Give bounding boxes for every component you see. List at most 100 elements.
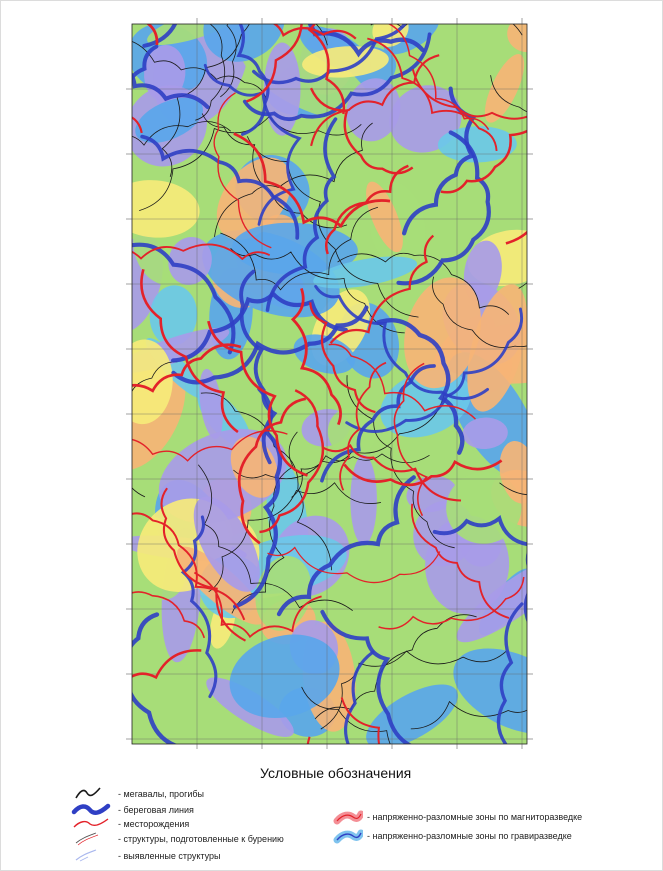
megaval-line <box>200 392 332 571</box>
legend-label: - структуры, подготовленные к бурению <box>118 834 284 844</box>
light-blue-line-icon <box>75 849 97 862</box>
deposit-line <box>343 459 503 487</box>
coastline-line <box>320 609 413 744</box>
zone-blob <box>404 277 481 389</box>
deposit-line <box>237 397 307 545</box>
coastline-line <box>132 44 159 82</box>
megaval-line <box>490 75 527 113</box>
coastline-line <box>170 290 348 363</box>
deposit-line <box>378 576 525 630</box>
legend-label: - выявленные структуры <box>118 851 221 861</box>
zone-blob <box>366 684 458 744</box>
deposit-line <box>132 243 271 261</box>
deposit-line <box>132 649 202 680</box>
deposit-line <box>309 302 376 414</box>
megaval-line <box>231 431 298 614</box>
zone-blob <box>232 222 358 276</box>
map-canvas <box>126 18 533 749</box>
legend-label: - береговая линия <box>118 805 194 815</box>
coastline-line <box>132 72 210 110</box>
megaval-line <box>337 252 510 315</box>
megaval-line <box>220 24 237 98</box>
deposit-line <box>329 234 435 344</box>
zone-blob <box>132 180 200 238</box>
deposit-line <box>259 389 325 534</box>
deposit-line <box>322 444 462 502</box>
zone-blob <box>350 454 377 545</box>
megaval-line <box>320 650 507 730</box>
megaval-line <box>208 482 382 593</box>
coastline-line <box>252 24 407 85</box>
deposit-line <box>310 54 440 147</box>
zone-blob <box>453 648 527 735</box>
coastline-line <box>345 307 524 433</box>
deposit-line <box>140 268 239 434</box>
megaval-line <box>314 614 477 720</box>
megaval-line <box>432 276 527 348</box>
coastline-line <box>376 318 465 455</box>
geological-map <box>104 14 554 749</box>
zone-blob <box>366 181 403 253</box>
legend-item-deposits: - месторождения <box>73 818 190 829</box>
coastline-line <box>396 130 491 286</box>
zone-blob <box>467 284 527 412</box>
color-zones <box>132 24 527 744</box>
red-hatched-band-icon <box>333 810 363 825</box>
black-wave-line-icon <box>75 787 101 799</box>
legend-item-magnetic-zones: - напряженно-разломные зоны по магнитора… <box>333 810 583 825</box>
megaval-line <box>214 122 373 237</box>
legend-label: - месторождения <box>118 819 190 829</box>
deposit-line <box>193 571 322 639</box>
coastline-line <box>132 612 178 744</box>
zone-blob <box>135 97 203 143</box>
zone-blob <box>462 417 508 449</box>
megaval-line <box>346 375 455 549</box>
deposit-line <box>132 512 246 621</box>
megaval-line <box>410 700 527 730</box>
legend-item-coastline: - береговая линия <box>71 803 194 816</box>
red-wave-line-icon <box>73 818 109 828</box>
legend-label: - напряженно-разломные зоны по магнитора… <box>367 812 583 822</box>
zone-blob <box>463 240 502 304</box>
deposit-line <box>440 129 527 194</box>
deposit-line <box>233 132 391 229</box>
coastline-line <box>432 515 527 623</box>
megaval-line <box>161 24 250 178</box>
zone-blob <box>313 256 418 289</box>
coastline-line <box>239 269 278 465</box>
deposit-line <box>367 37 498 151</box>
legend-item-identified-structures: - выявленные структуры <box>75 849 221 862</box>
megaval-line <box>201 113 348 229</box>
legend-item-gravity-zones: - напряженно-разломные зоны по гравиразв… <box>333 829 572 844</box>
deposit-line <box>132 430 288 462</box>
thin-double-line-icon <box>75 832 99 846</box>
megaval-line <box>139 116 362 211</box>
zone-blob <box>456 555 527 643</box>
zone-blob <box>484 54 525 123</box>
coastline-line <box>232 386 283 609</box>
coastline-line <box>203 63 302 226</box>
zone-blob <box>132 339 173 425</box>
zone-blob <box>499 440 527 504</box>
deposit-line <box>245 24 303 103</box>
coastline-line <box>132 242 236 355</box>
zone-blob <box>507 24 527 53</box>
deposit-line <box>410 503 510 619</box>
zone-blob <box>229 634 340 719</box>
coastline-line <box>180 515 218 699</box>
deposit-line <box>132 343 242 393</box>
zone-blob <box>255 555 312 631</box>
legend-item-megavaly: - мегавалы, прогибы <box>75 787 204 799</box>
deposit-line <box>393 362 428 517</box>
deposit-line <box>325 164 409 255</box>
coastline-line <box>307 24 425 58</box>
coastline-line <box>171 305 369 385</box>
deposit-line <box>160 487 246 642</box>
deposit-line <box>339 361 387 491</box>
deposit-line <box>146 24 159 46</box>
coastline-line <box>344 650 375 744</box>
megaval-lines <box>132 24 527 744</box>
deposit-line <box>213 92 272 249</box>
megaval-line <box>301 686 391 744</box>
deposit-line <box>207 320 308 477</box>
